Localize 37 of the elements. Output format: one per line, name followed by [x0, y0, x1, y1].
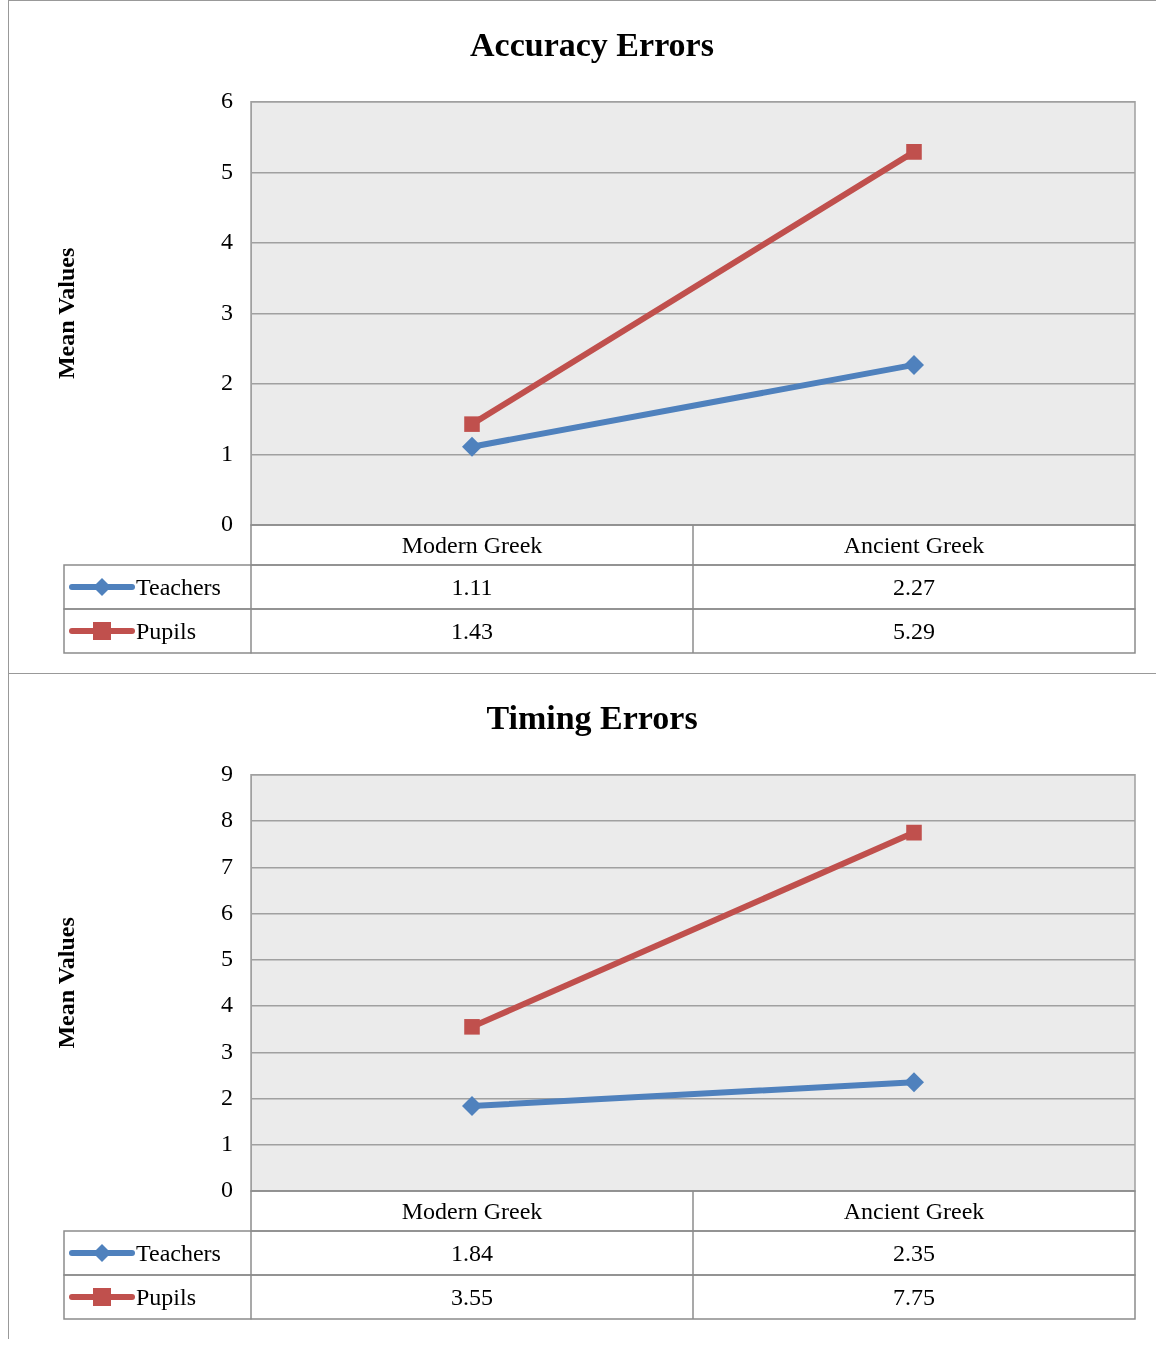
y-tick-label: 3 — [221, 298, 233, 325]
y-tick-label: 5 — [221, 945, 233, 972]
data-label: 3.55 — [451, 1284, 493, 1311]
y-tick-label: 1 — [221, 1130, 233, 1157]
data-label: 5.29 — [893, 618, 935, 645]
x-tick-label: Modern Greek — [401, 1198, 543, 1225]
data-label: 2.35 — [893, 1240, 935, 1267]
y-tick-label: 1 — [221, 439, 233, 466]
y-tick-label: 7 — [221, 852, 233, 879]
data-label: 1.43 — [451, 618, 493, 645]
x-tick-label: Ancient Greek — [843, 1198, 985, 1225]
y-tick-label: 9 — [221, 760, 233, 787]
y-tick-label: 4 — [221, 991, 233, 1018]
x-tick-label: Ancient Greek — [843, 532, 985, 559]
y-axis-title: Mean Values — [52, 247, 79, 380]
y-tick-label: 6 — [221, 87, 233, 114]
x-tick-label: Modern Greek — [401, 532, 543, 559]
legend-label: Teachers — [136, 1240, 221, 1267]
data-label: 1.11 — [451, 574, 493, 601]
y-tick-label: 0 — [221, 1176, 233, 1203]
legend-label: Pupils — [136, 618, 197, 645]
y-axis-title: Mean Values — [52, 917, 79, 1049]
chart-title: Accuracy Errors — [470, 26, 714, 64]
data-label: 7.75 — [893, 1284, 935, 1311]
y-tick-label: 6 — [221, 898, 233, 925]
y-tick-label: 4 — [221, 228, 233, 255]
data-label: 2.27 — [893, 574, 935, 601]
chart-title: Timing Errors — [486, 699, 698, 737]
y-tick-label: 5 — [221, 157, 233, 184]
data-label: 1.84 — [451, 1240, 493, 1267]
y-tick-label: 3 — [221, 1037, 233, 1064]
y-tick-label: 8 — [221, 806, 233, 833]
y-tick-label: 0 — [221, 510, 233, 537]
y-tick-label: 2 — [221, 369, 233, 396]
legend-label: Pupils — [136, 1284, 197, 1311]
y-tick-label: 2 — [221, 1083, 233, 1110]
legend-label: Teachers — [136, 574, 221, 601]
